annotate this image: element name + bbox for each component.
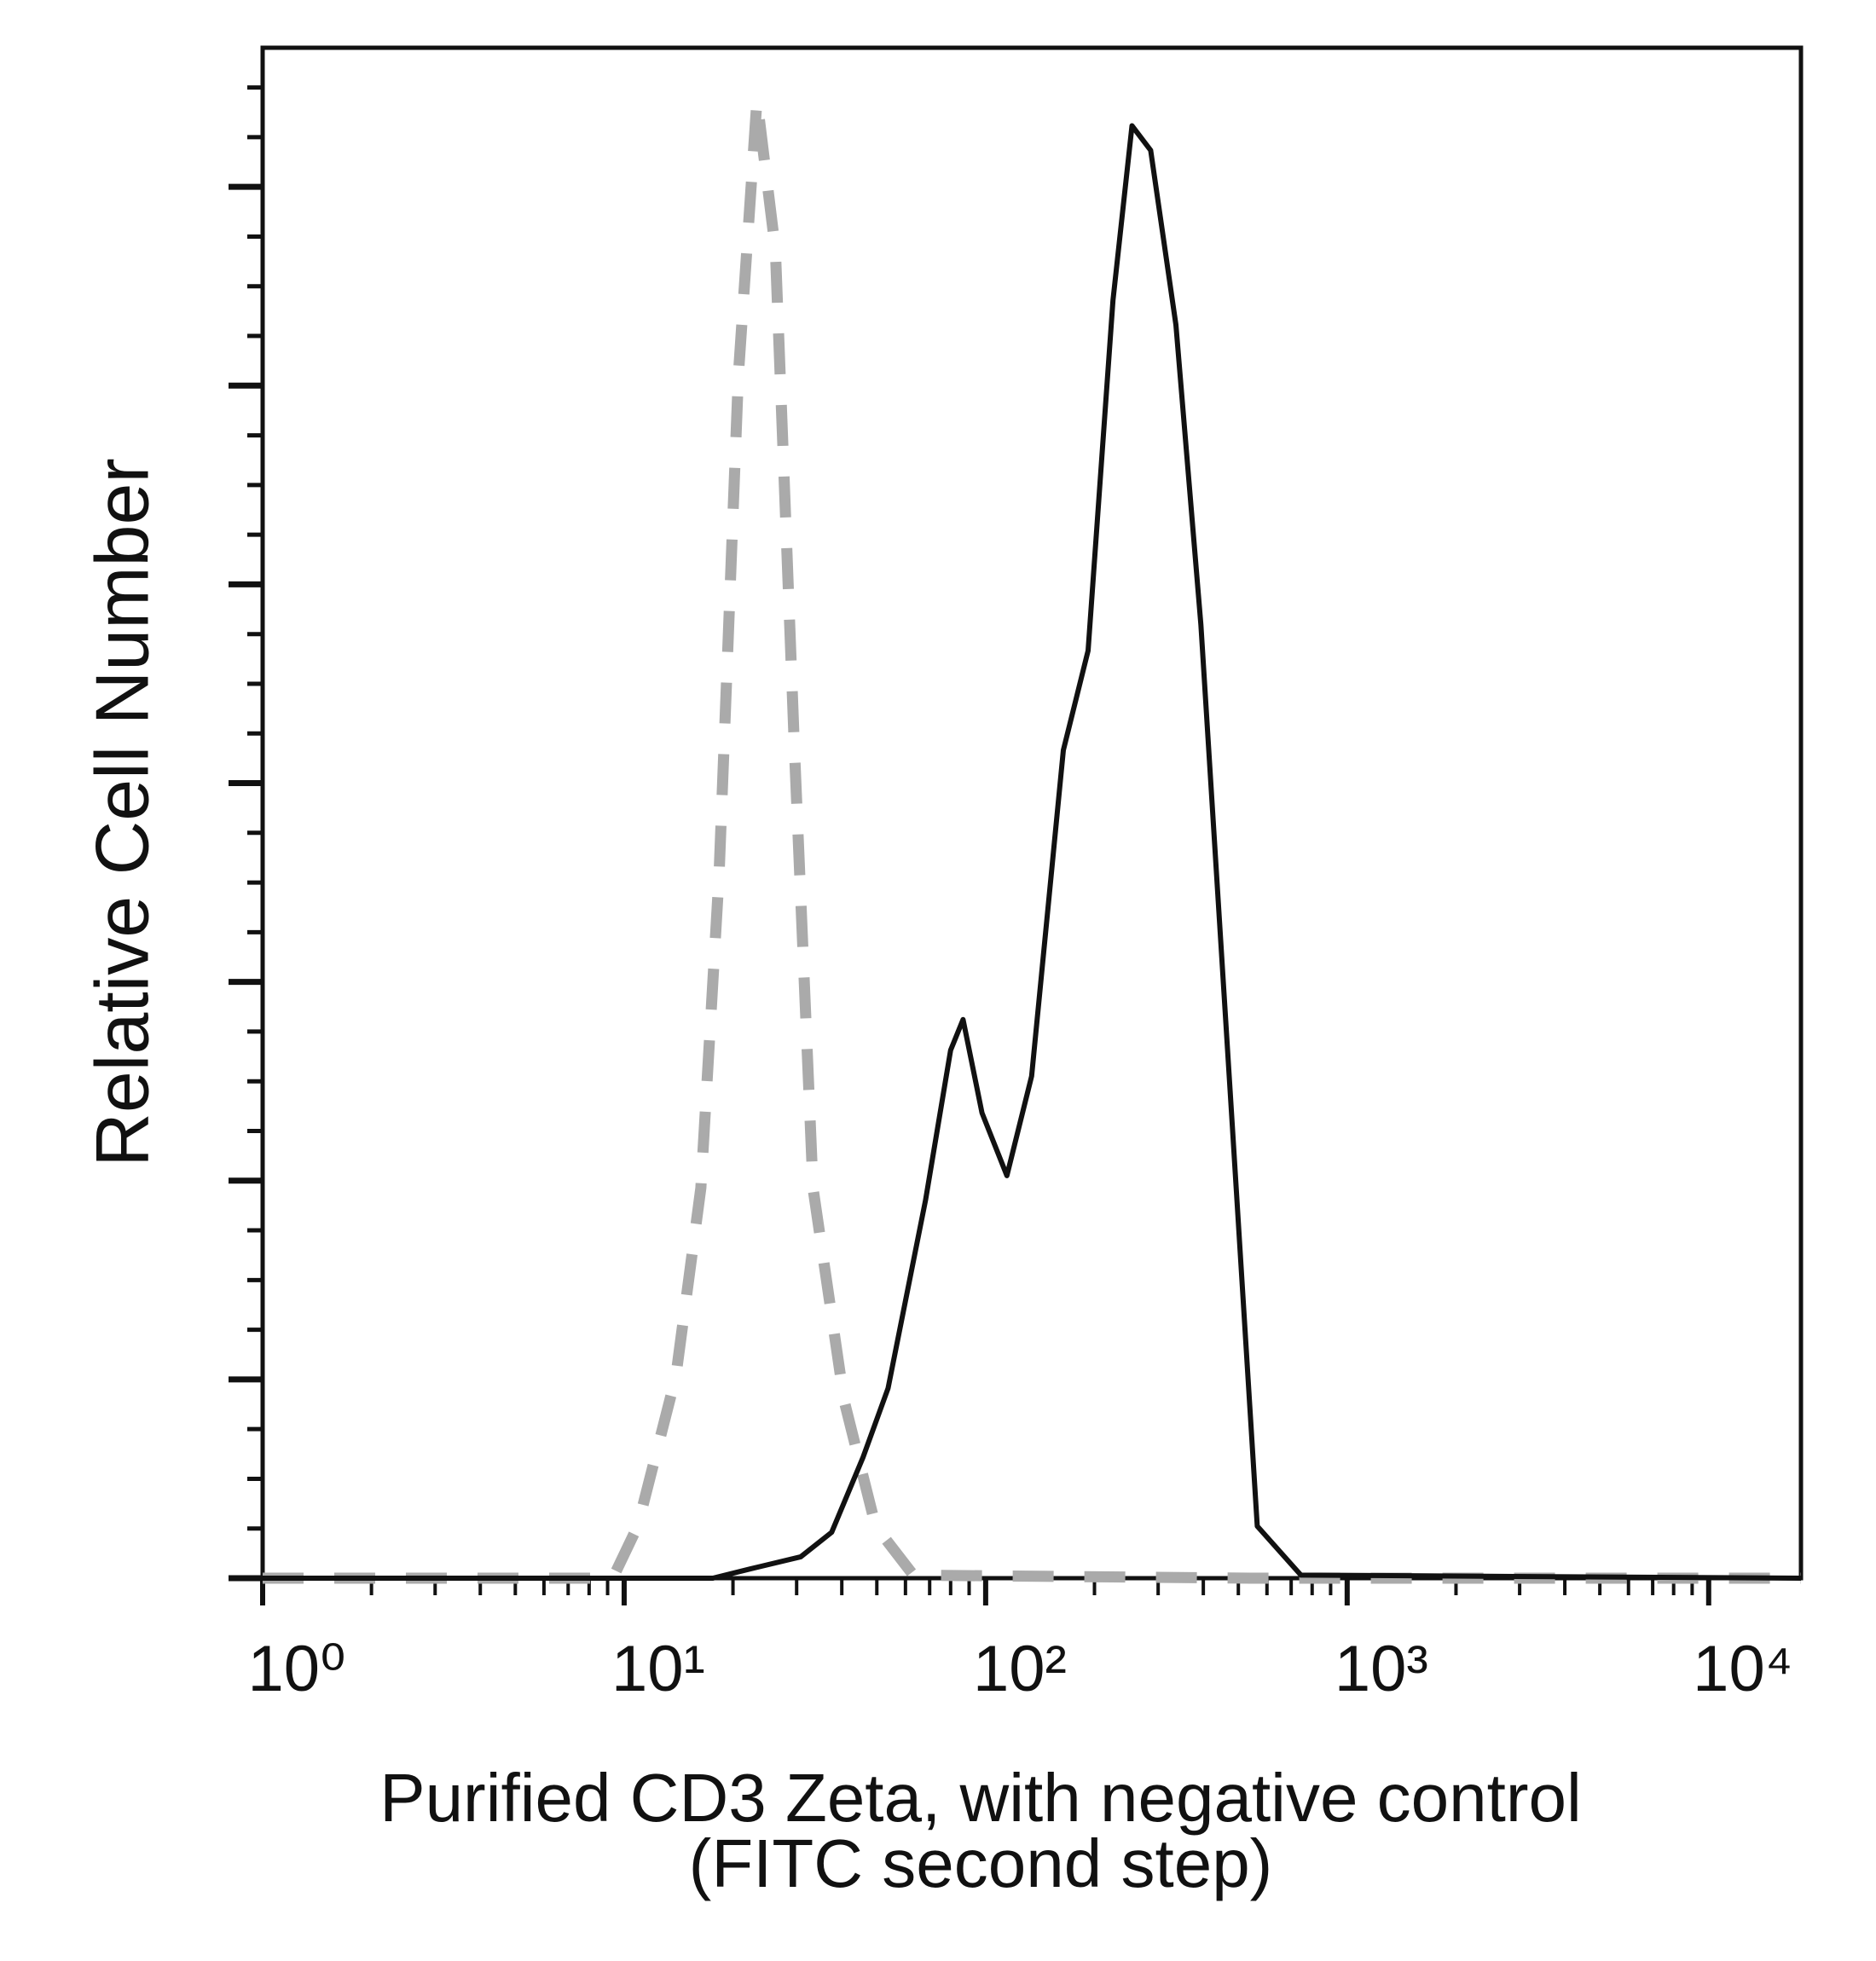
y-axis-label: Relative Cell Number: [79, 458, 164, 1166]
x-axis-label: (FITC second step): [689, 1825, 1273, 1901]
x-axis-label: Purified CD3 Zeta, with negative control: [379, 1760, 1582, 1836]
plot-frame: [260, 45, 1804, 1581]
x-tick-label: 10¹: [611, 1633, 705, 1705]
x-tick-label: 10⁰: [247, 1633, 345, 1705]
x-tick-label: 10²: [973, 1633, 1067, 1705]
histogram-line: [263, 94, 1801, 1584]
x-tick-label: 10⁴: [1693, 1633, 1792, 1705]
histogram-line: [263, 123, 1802, 1581]
x-tick-label: 10³: [1335, 1633, 1428, 1705]
